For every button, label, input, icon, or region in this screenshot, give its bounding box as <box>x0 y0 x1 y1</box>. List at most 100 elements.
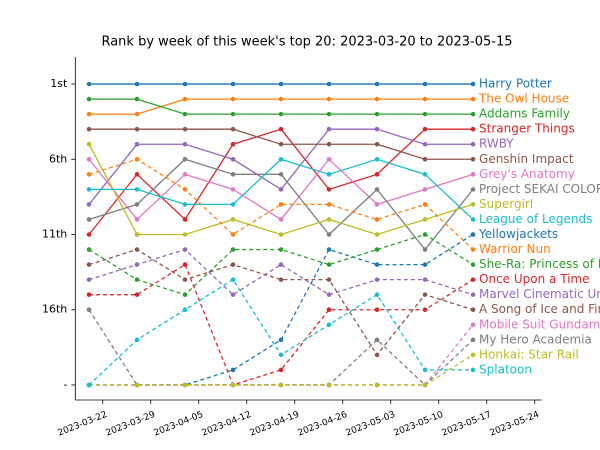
series-point <box>326 156 332 162</box>
series-point <box>230 232 236 237</box>
series-point <box>422 277 428 282</box>
series-point <box>326 247 332 252</box>
series-point <box>278 202 284 207</box>
series-label: She-Ra: Princess of Power <box>479 257 600 271</box>
series-point <box>374 202 380 207</box>
series-point <box>134 187 140 192</box>
series-point <box>422 217 428 222</box>
series-point <box>422 172 428 177</box>
y-tick-label: - <box>63 378 67 391</box>
series-point <box>470 232 476 237</box>
series-point <box>470 262 476 267</box>
series-point <box>86 202 92 207</box>
series-point <box>326 277 332 282</box>
series-point <box>134 202 140 207</box>
series-point <box>374 172 380 177</box>
series-point <box>230 217 236 222</box>
series-point <box>134 292 140 297</box>
series-point <box>278 382 284 388</box>
series-point <box>470 292 476 297</box>
series-label: Grey's Anatomy <box>479 167 575 181</box>
series-point <box>470 277 476 282</box>
series-point <box>182 382 188 388</box>
series-label: A Song of Ice and Fire <box>479 302 600 316</box>
series-point <box>326 322 332 328</box>
series-point <box>182 172 188 177</box>
series-point <box>278 352 284 358</box>
series-point <box>278 232 284 237</box>
series-point <box>230 81 236 87</box>
series-point <box>134 81 140 87</box>
series-point <box>422 187 428 192</box>
series-line <box>89 263 474 386</box>
series-point <box>326 382 332 388</box>
series-point <box>182 247 188 252</box>
series-point <box>86 247 92 252</box>
series-point <box>470 217 476 222</box>
series-point <box>422 367 428 373</box>
series-point <box>374 156 380 162</box>
series-point <box>374 187 380 192</box>
series-point <box>182 202 188 207</box>
series-point <box>470 111 476 117</box>
series-label: The Owl House <box>478 92 569 106</box>
series-point <box>86 382 92 388</box>
series-label: Yellowjackets <box>478 227 558 241</box>
x-tick-label: 2023-03-22 <box>57 410 109 439</box>
series-label: Mobile Suit Gundam <box>479 317 600 331</box>
series-label: Stranger Things <box>479 122 575 136</box>
y-tick-label: 16th <box>42 303 67 316</box>
series-point <box>86 81 92 87</box>
series-point <box>422 382 428 388</box>
series-point <box>326 307 332 313</box>
series-point <box>422 126 428 132</box>
series-point <box>182 96 188 102</box>
series-point <box>134 156 140 162</box>
series-point <box>326 217 332 222</box>
series-point <box>422 202 428 207</box>
series-point <box>422 141 428 147</box>
series-point <box>230 292 236 297</box>
series-point <box>134 277 140 282</box>
series-label: Project SEKAI COLORFUL STAGE <box>479 182 600 196</box>
x-tick-label: 2023-05-17 <box>441 410 493 439</box>
x-tick-label: 2023-04-05 <box>153 410 205 439</box>
series-point <box>326 111 332 117</box>
series-point <box>134 232 140 237</box>
series-point <box>326 81 332 87</box>
series-point <box>278 172 284 177</box>
series-point <box>134 382 140 388</box>
series-point <box>182 262 188 267</box>
series-point <box>182 292 188 297</box>
x-tick-label: 2023-05-24 <box>489 410 541 439</box>
series-point <box>86 232 92 237</box>
series-point <box>470 172 476 177</box>
series-point <box>470 307 476 313</box>
series-point <box>86 156 92 162</box>
series-label: RWBY <box>479 137 514 151</box>
series-point <box>470 156 476 162</box>
series-label: Genshin Impact <box>479 152 574 166</box>
series-point <box>470 141 476 147</box>
series-label: Once Upon a Time <box>479 272 590 286</box>
series-point <box>230 187 236 192</box>
series-point <box>374 126 380 132</box>
series-point <box>278 141 284 147</box>
series-point <box>470 126 476 132</box>
series-point <box>422 307 428 313</box>
series-point <box>230 111 236 117</box>
series-point <box>278 367 284 373</box>
series-point <box>278 247 284 252</box>
series-point <box>86 262 92 267</box>
series-point <box>374 217 380 222</box>
series-label: Harry Potter <box>479 77 552 91</box>
series-point <box>374 352 380 358</box>
series-point <box>326 126 332 132</box>
series-point <box>422 247 428 252</box>
series-point <box>374 247 380 252</box>
series-point <box>230 382 236 388</box>
series-point <box>470 187 476 192</box>
series-point <box>86 277 92 282</box>
series-point <box>182 126 188 132</box>
